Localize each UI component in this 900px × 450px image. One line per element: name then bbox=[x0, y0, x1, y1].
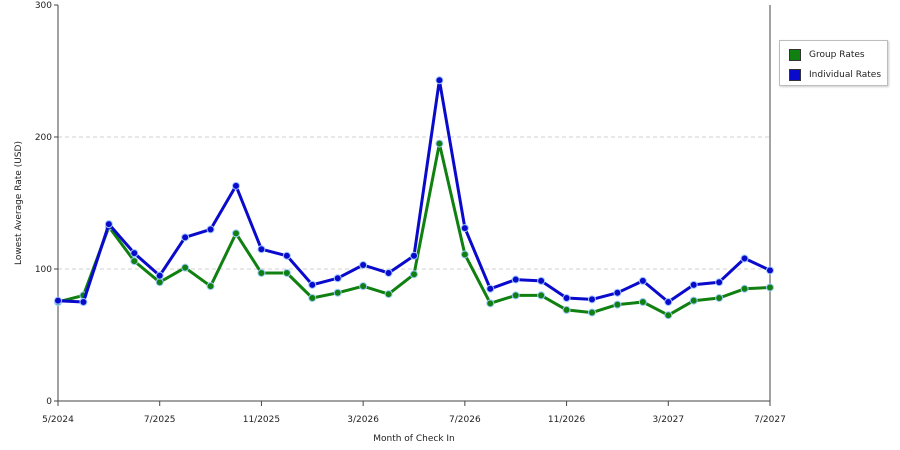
data-point-group-rates bbox=[282, 268, 291, 277]
data-point-individual-rates bbox=[435, 76, 444, 85]
legend-swatch-individual-rates bbox=[789, 69, 801, 81]
series-line-group-rates bbox=[57, 142, 771, 317]
axes bbox=[57, 5, 771, 402]
data-point-group-rates bbox=[435, 139, 444, 148]
legend-swatch-group-rates bbox=[789, 49, 801, 61]
data-point-group-rates bbox=[232, 229, 240, 238]
data-point-individual-rates bbox=[715, 278, 724, 287]
x-tick-label: 11/2025 bbox=[243, 415, 280, 425]
data-point-individual-rates bbox=[206, 225, 215, 234]
data-point-group-rates bbox=[689, 296, 698, 305]
data-point-group-rates bbox=[486, 299, 495, 308]
data-point-group-rates bbox=[359, 282, 368, 291]
x-tick-label: 7/2027 bbox=[754, 415, 786, 425]
y-tick-label: 200 bbox=[35, 133, 52, 143]
data-point-individual-rates bbox=[54, 296, 62, 305]
data-point-individual-rates bbox=[562, 294, 571, 303]
data-point-individual-rates bbox=[257, 245, 266, 254]
y-tick-label: 0 bbox=[46, 397, 52, 407]
data-point-group-rates bbox=[410, 270, 418, 279]
data-point-individual-rates bbox=[486, 284, 495, 293]
x-tick-label: 7/2025 bbox=[144, 415, 176, 425]
data-point-individual-rates bbox=[638, 276, 647, 285]
data-point-individual-rates bbox=[359, 261, 368, 270]
legend-label-group-rates: Group Rates bbox=[809, 50, 865, 60]
data-point-group-rates bbox=[613, 300, 622, 309]
y-tick-label: 300 bbox=[35, 1, 52, 11]
x-tick-label: 3/2027 bbox=[652, 415, 684, 425]
legend-label-individual-rates: Individual Rates bbox=[809, 70, 882, 80]
series-lines bbox=[54, 76, 774, 320]
data-point-individual-rates bbox=[104, 220, 113, 229]
data-point-group-rates bbox=[766, 283, 774, 292]
data-point-individual-rates bbox=[232, 181, 240, 190]
data-point-individual-rates bbox=[740, 254, 749, 263]
legend: Group Rates Individual Rates bbox=[779, 40, 888, 86]
data-point-individual-rates bbox=[130, 249, 139, 258]
data-point-group-rates bbox=[155, 278, 164, 287]
data-point-individual-rates bbox=[181, 233, 190, 242]
data-point-individual-rates bbox=[613, 288, 622, 297]
data-point-individual-rates bbox=[664, 298, 673, 306]
x-axis-ticks: 5/2024 7/2025 11/2025 3/2026 7/2026 11/2026 3/… bbox=[42, 401, 786, 425]
data-point-individual-rates bbox=[410, 251, 418, 260]
data-point-individual-rates bbox=[537, 276, 546, 285]
data-point-individual-rates bbox=[460, 224, 469, 233]
series-group-rates bbox=[54, 139, 774, 320]
data-point-group-rates bbox=[638, 298, 647, 306]
data-point-individual-rates bbox=[588, 295, 596, 304]
data-point-individual-rates bbox=[282, 251, 291, 260]
data-point-group-rates bbox=[384, 290, 393, 299]
y-tick-label: 100 bbox=[35, 265, 52, 275]
series-individual-rates bbox=[54, 76, 774, 306]
data-point-group-rates bbox=[130, 257, 139, 266]
data-point-group-rates bbox=[537, 291, 546, 300]
data-point-group-rates bbox=[308, 294, 317, 303]
data-point-individual-rates bbox=[689, 280, 698, 289]
data-point-group-rates bbox=[511, 291, 520, 300]
data-point-group-rates bbox=[562, 305, 571, 314]
data-point-group-rates bbox=[333, 288, 342, 297]
x-tick-label: 7/2026 bbox=[449, 415, 481, 425]
x-tick-label: 3/2026 bbox=[347, 415, 379, 425]
data-point-group-rates bbox=[206, 282, 215, 291]
data-point-individual-rates bbox=[333, 274, 342, 283]
data-point-individual-rates bbox=[384, 268, 393, 277]
y-axis-title: Lowest Average Rate (USD) bbox=[14, 141, 24, 265]
x-axis-title: Month of Check In bbox=[373, 434, 455, 444]
data-point-individual-rates bbox=[79, 298, 88, 306]
data-point-group-rates bbox=[740, 284, 749, 293]
x-tick-label: 11/2026 bbox=[548, 415, 586, 425]
data-point-group-rates bbox=[715, 294, 724, 303]
x-tick-label: 5/2024 bbox=[42, 415, 74, 425]
data-point-individual-rates bbox=[308, 280, 317, 289]
data-point-individual-rates bbox=[155, 271, 164, 280]
legend-item-group-rates: Group Rates bbox=[789, 48, 865, 62]
legend-item-individual-rates: Individual Rates bbox=[789, 68, 881, 82]
y-axis-ticks: 0 100 200 300 bbox=[35, 1, 58, 407]
data-point-group-rates bbox=[664, 311, 673, 320]
data-point-group-rates bbox=[588, 308, 596, 317]
data-point-group-rates bbox=[460, 250, 469, 259]
data-point-individual-rates bbox=[511, 275, 520, 284]
data-point-group-rates bbox=[181, 263, 190, 272]
data-point-group-rates bbox=[257, 268, 266, 277]
data-point-individual-rates bbox=[766, 266, 774, 275]
